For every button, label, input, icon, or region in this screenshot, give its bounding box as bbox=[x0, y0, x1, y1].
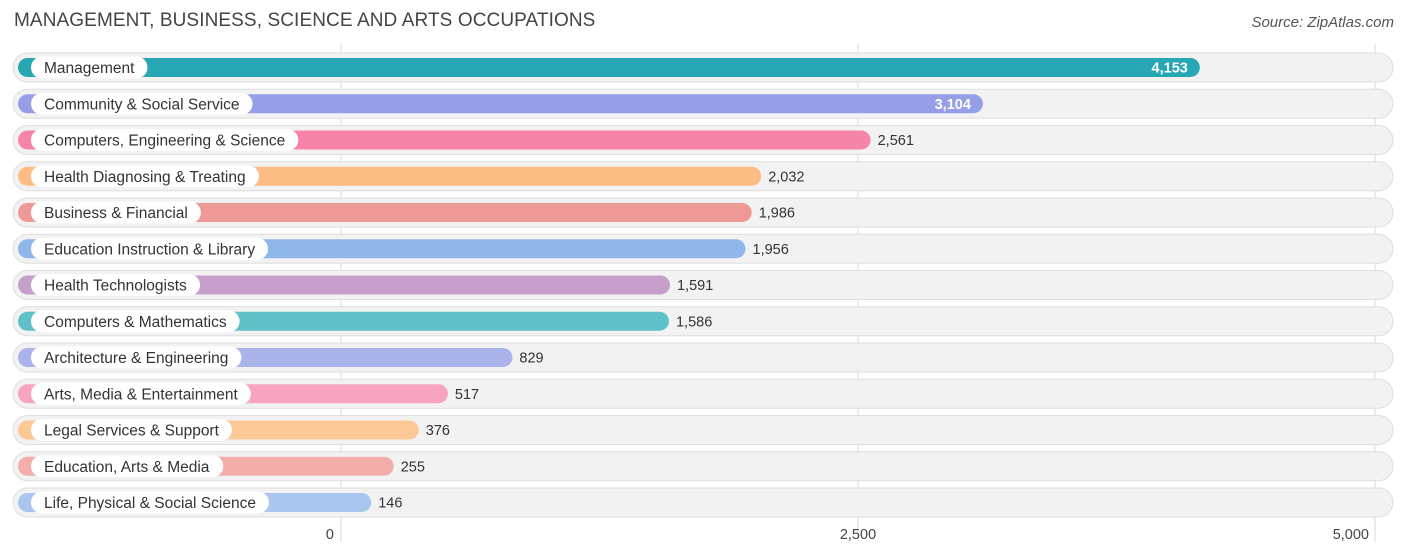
value-label: 517 bbox=[455, 387, 479, 403]
category-label: Community & Social Service bbox=[44, 96, 240, 113]
bar-rows: Management 4,153 Community & Social Servic… bbox=[12, 52, 1394, 518]
category-label-pill bbox=[31, 455, 224, 478]
category-label-pill bbox=[31, 129, 299, 151]
category-label-pill bbox=[31, 237, 269, 260]
category-label: Health Diagnosing & Treating bbox=[44, 169, 246, 186]
value-label: 376 bbox=[426, 423, 450, 439]
category-label: Computers & Mathematics bbox=[44, 314, 227, 331]
bar bbox=[18, 58, 1200, 77]
tick-label: 0 bbox=[326, 527, 334, 543]
bar bbox=[18, 203, 752, 222]
category-label-pill bbox=[31, 382, 251, 405]
x-axis-ticks: 0 2,500 5,000 bbox=[326, 527, 1369, 543]
tick-label: 5,000 bbox=[1333, 527, 1369, 543]
value-label: 2,032 bbox=[768, 169, 804, 185]
value-label: 255 bbox=[401, 459, 425, 475]
bar bbox=[18, 94, 983, 114]
category-label: Architecture & Engineering bbox=[44, 350, 228, 367]
category-label-pill bbox=[31, 274, 201, 296]
chart-title: MANAGEMENT, BUSINESS, SCIENCE AND ARTS O… bbox=[14, 10, 596, 31]
category-label-pill bbox=[31, 491, 269, 514]
value-label: 3,104 bbox=[935, 97, 971, 113]
chart-source: Source: ZipAtlas.com bbox=[1251, 14, 1394, 31]
value-label: 4,153 bbox=[1152, 61, 1188, 77]
category-label: Management bbox=[44, 60, 135, 77]
value-label: 2,561 bbox=[878, 133, 914, 149]
value-label: 829 bbox=[519, 351, 543, 367]
category-label: Business & Financial bbox=[44, 205, 188, 222]
category-label: Health Technologists bbox=[44, 278, 187, 295]
category-label: Computers, Engineering & Science bbox=[44, 133, 285, 150]
category-label-pill bbox=[31, 165, 259, 188]
category-label-pill bbox=[31, 346, 242, 369]
category-label: Arts, Media & Entertainment bbox=[44, 386, 239, 403]
category-label-pill bbox=[31, 201, 201, 224]
tick-label: 2,500 bbox=[840, 527, 876, 543]
value-label: 146 bbox=[378, 496, 402, 512]
value-label: 1,591 bbox=[677, 278, 713, 294]
category-label-pill bbox=[31, 56, 148, 79]
value-label: 1,586 bbox=[676, 314, 712, 330]
category-label: Education Instruction & Library bbox=[44, 241, 255, 258]
category-label-pill bbox=[31, 419, 232, 441]
value-label: 1,986 bbox=[759, 206, 795, 222]
value-label: 1,956 bbox=[753, 242, 789, 258]
category-label: Education, Arts & Media bbox=[44, 459, 210, 476]
category-label: Life, Physical & Social Science bbox=[44, 495, 256, 512]
category-label-pill bbox=[31, 92, 253, 115]
category-label: Legal Services & Support bbox=[44, 423, 220, 440]
category-label-pill bbox=[31, 310, 240, 333]
